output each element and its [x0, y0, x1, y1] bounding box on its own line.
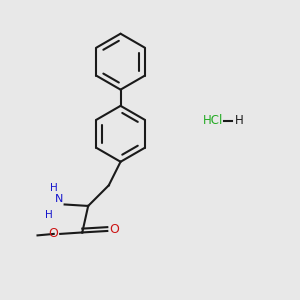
Text: HCl: HCl	[203, 114, 224, 127]
Text: N: N	[55, 194, 63, 204]
Text: H: H	[235, 114, 244, 127]
Text: O: O	[110, 223, 119, 236]
Text: H: H	[45, 210, 53, 220]
Text: H: H	[50, 183, 57, 193]
Text: O: O	[48, 227, 58, 240]
